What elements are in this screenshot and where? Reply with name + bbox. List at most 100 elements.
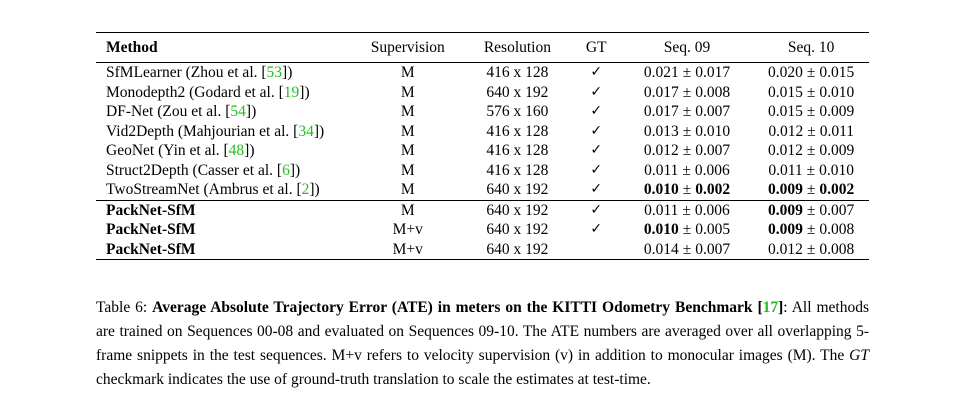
caption-text-2: checkmark indicates the use of ground-tr… — [96, 371, 651, 388]
gt-checkmark-cell: ✓ — [590, 221, 603, 237]
value-mean: 0.011 — [644, 201, 679, 219]
method-name: TwoStreamNet (Ambrus et al. [ — [106, 181, 302, 198]
header-supervision: Supervision — [352, 32, 463, 63]
method-name: SfMLearner (Zhou et al. [ — [106, 64, 267, 81]
seq10-cell: 0.011 ±0.010 — [753, 161, 869, 181]
method-name: GeoNet (Yin et al. [ — [106, 142, 229, 159]
plus-minus-sign: ± — [806, 83, 816, 101]
value-mean: 0.013 — [643, 122, 679, 140]
plus-minus-sign: ± — [807, 122, 816, 140]
seq09-cell: 0.010 ±0.005 — [621, 220, 754, 240]
value-std: 0.002 — [819, 181, 855, 198]
value-std: 0.006 — [694, 161, 730, 179]
caption-citation[interactable]: 17 — [762, 299, 779, 316]
resolution-cell: 640 x 192 — [486, 221, 549, 238]
supervision-cell: M — [400, 201, 415, 219]
seq10-cell: 0.012 ±0.009 — [753, 141, 869, 161]
supervision-cell: M — [400, 142, 415, 159]
supervision-cell: M — [400, 181, 415, 198]
value-mean: 0.012 — [768, 142, 803, 159]
value-mean: 0.009 — [768, 221, 803, 238]
seq10-cell: 0.015 ±0.010 — [753, 83, 869, 103]
table-row: GeoNet (Yin et al. [48]) M 416 x 128 ✓ 0.012… — [96, 141, 869, 161]
header-seq09: Seq. 09 — [620, 32, 754, 63]
gt-checkmark-cell — [572, 240, 621, 260]
method-name-cell: GeoNet (Yin et al. [48]) — [96, 141, 353, 161]
gt-checkmark-cell: ✓ — [590, 64, 603, 80]
ate-results-table: Method Supervision Resolution GT Seq. 09… — [96, 32, 869, 260]
value-mean: 0.012 — [768, 122, 804, 140]
method-name: Vid2Depth (Mahjourian et al. [ — [106, 122, 299, 140]
value-std: 0.010 — [819, 161, 855, 179]
value-std: 0.007 — [695, 142, 731, 159]
value-std: 0.009 — [819, 103, 855, 120]
gt-checkmark-cell: ✓ — [590, 83, 603, 100]
citation-close: ]) — [289, 161, 301, 179]
method-name-cell: PackNet-SfM — [96, 200, 353, 220]
value-std: 0.008 — [695, 83, 731, 101]
value-mean: 0.009 — [768, 181, 803, 198]
citation-close: ]) — [309, 181, 320, 198]
gt-checkmark-cell: ✓ — [590, 181, 603, 197]
caption-gt-italic: GT — [849, 347, 869, 364]
seq10-cell: 0.012 ±0.011 — [753, 122, 869, 142]
value-std: 0.007 — [819, 201, 855, 219]
supervision-cell: M — [400, 161, 415, 179]
plus-minus-sign: ± — [682, 201, 691, 219]
citation-link[interactable]: 2 — [301, 181, 310, 198]
plus-minus-sign: ± — [806, 221, 816, 238]
plus-minus-sign: ± — [806, 64, 816, 81]
seq09-cell: 0.014 ±0.007 — [621, 240, 754, 260]
value-mean: 0.009 — [768, 201, 803, 219]
method-name-cell: PackNet-SfM — [96, 240, 353, 260]
table-caption: Table 6: Average Absolute Trajectory Err… — [96, 296, 869, 392]
value-mean: 0.020 — [768, 64, 803, 81]
method-name-cell: TwoStreamNet (Ambrus et al. [2]) — [96, 180, 353, 200]
seq10-cell: 0.009 ±0.007 — [753, 200, 869, 220]
supervision-cell: M — [400, 64, 415, 81]
method-name: Monodepth2 (Godard et al. [ — [106, 83, 284, 101]
citation-close: ]) — [245, 103, 257, 120]
value-mean: 0.015 — [768, 103, 803, 120]
citation-link[interactable]: 53 — [266, 64, 283, 81]
plus-minus-sign: ± — [682, 240, 692, 258]
value-std: 0.007 — [695, 240, 731, 258]
value-std: 0.002 — [695, 181, 731, 198]
gt-checkmark-cell: ✓ — [590, 122, 603, 139]
plus-minus-sign: ± — [806, 103, 816, 120]
resolution-cell: 640 x 192 — [486, 240, 549, 258]
method-name-cell: PackNet-SfM — [96, 220, 353, 240]
citation-close: ]) — [313, 122, 325, 140]
resolution-cell: 416 x 128 — [486, 161, 549, 179]
value-mean: 0.010 — [643, 181, 679, 198]
method-name-cell: Struct2Depth (Casser et al. [6]) — [96, 161, 353, 181]
method-name-cell: SfMLearner (Zhou et al. [53]) — [96, 63, 353, 83]
resolution-cell: 640 x 192 — [486, 181, 549, 198]
resolution-cell: 576 x 160 — [486, 103, 549, 120]
baseline-methods-group: SfMLearner (Zhou et al. [53]) M 416 x 128 ✓… — [96, 62, 869, 201]
table-row: Struct2Depth (Casser et al. [6]) M 416 x 1… — [96, 161, 869, 181]
value-mean: 0.011 — [644, 161, 679, 179]
caption-label: Table 6: — [96, 299, 148, 316]
citation-link[interactable]: 19 — [283, 83, 300, 101]
citation-link[interactable]: 34 — [298, 122, 314, 140]
supervision-cell: M+v — [392, 221, 423, 238]
value-mean: 0.017 — [643, 83, 679, 101]
citation-link[interactable]: 48 — [228, 142, 245, 159]
header-gt: GT — [571, 32, 621, 63]
resolution-cell: 416 x 128 — [486, 142, 549, 159]
plus-minus-sign: ± — [682, 103, 692, 120]
supervision-cell: M — [400, 83, 415, 101]
plus-minus-sign: ± — [806, 201, 816, 219]
header-method: Method — [96, 32, 353, 63]
gt-checkmark-cell: ✓ — [590, 201, 603, 218]
value-mean: 0.014 — [643, 240, 679, 258]
citation-link[interactable]: 6 — [282, 161, 290, 179]
supervision-cell: M — [400, 103, 415, 120]
citation-link[interactable]: 54 — [230, 103, 246, 120]
table-row: Monodepth2 (Godard et al. [19]) M 640 x 19… — [96, 83, 869, 103]
method-name-cell: Monodepth2 (Godard et al. [19]) — [96, 83, 353, 103]
seq10-cell: 0.009 ±0.008 — [753, 220, 869, 240]
header-resolution: Resolution — [462, 32, 572, 63]
plus-minus-sign: ± — [806, 142, 816, 159]
